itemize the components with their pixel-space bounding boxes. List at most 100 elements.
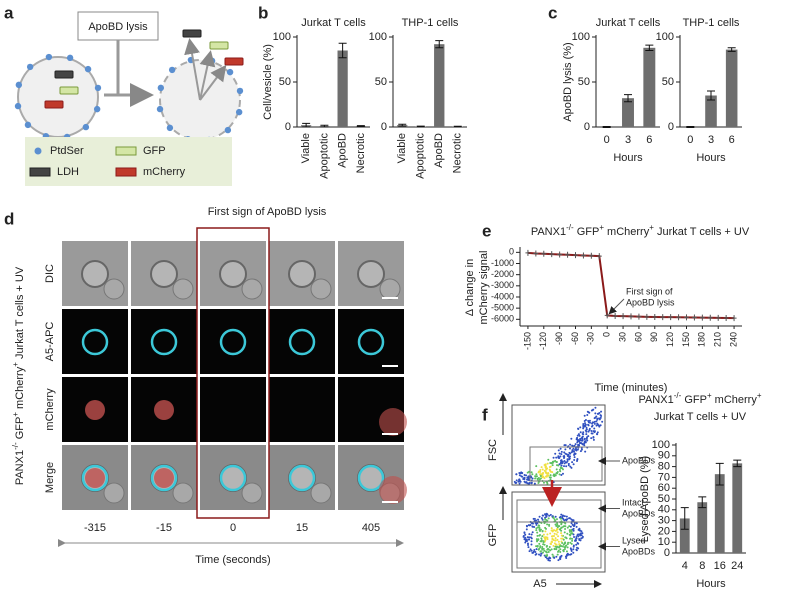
- x-tick-label: Apoptotic: [318, 133, 330, 179]
- flow-event: [556, 538, 559, 541]
- flow-event: [575, 459, 578, 462]
- y-tick-label: 50: [578, 76, 590, 88]
- flow-event: [564, 444, 567, 447]
- flow-event: [588, 419, 591, 422]
- y-axis-label: mCherry signal: [478, 251, 490, 325]
- legend-text: GFP: [143, 145, 166, 157]
- protein: [224, 57, 244, 66]
- bar: [732, 463, 743, 553]
- flow-event: [590, 430, 593, 433]
- flow-event: [598, 425, 601, 428]
- flow-event: [558, 468, 561, 471]
- flow-event: [536, 534, 539, 537]
- flow-event: [515, 479, 518, 482]
- ptdser: [82, 123, 90, 131]
- cell-image: [219, 260, 247, 288]
- flow-event: [540, 517, 543, 520]
- flow-event: [513, 480, 516, 483]
- flow-event: [555, 472, 558, 475]
- flow-event: [585, 426, 588, 429]
- protein: [59, 86, 79, 95]
- flow-event: [549, 470, 552, 473]
- annexin-ring: [357, 464, 385, 492]
- flow-event: [535, 545, 538, 548]
- y-tick-label: 10: [658, 536, 670, 548]
- flow-event: [552, 456, 555, 459]
- flow-event: [570, 542, 573, 545]
- flow-event: [571, 537, 574, 540]
- text-part: Jurkat T cells + UV: [14, 266, 26, 362]
- text-part: -/-: [11, 442, 20, 450]
- flow-event: [541, 473, 544, 476]
- panel-letter: f: [482, 405, 488, 424]
- flow-event: [546, 538, 549, 541]
- flow-event: [546, 533, 549, 536]
- flow-event: [569, 443, 572, 446]
- error-bar: [715, 462, 724, 486]
- y-tick-label: 50: [279, 76, 291, 88]
- y-tick-label: -4000: [491, 291, 514, 301]
- cell-image: [103, 278, 125, 300]
- flow-event: [588, 429, 591, 432]
- flow-event: [559, 556, 562, 559]
- ptdser: [156, 105, 164, 113]
- flow-event: [585, 437, 588, 440]
- release-arrow: [184, 38, 201, 101]
- flow-event: [542, 543, 545, 546]
- flow-event: [578, 539, 581, 542]
- flow-event: [573, 456, 576, 459]
- flow-event: [572, 525, 575, 528]
- row-label: A5-APC: [44, 322, 56, 362]
- annotation: First sign of: [626, 286, 673, 296]
- flow-event: [565, 544, 568, 547]
- annotation-arrow: [608, 298, 625, 315]
- x-tick-label: 6: [646, 134, 652, 146]
- chart-title: PANX1-/- GFP+ mCherry+: [638, 391, 761, 406]
- flow-event: [570, 466, 573, 469]
- highlight-box: [196, 227, 270, 519]
- bar: [725, 49, 738, 127]
- flow-event: [533, 548, 536, 551]
- error-bar: [338, 42, 347, 59]
- flow-event: [577, 427, 580, 430]
- flow-event: [531, 473, 534, 476]
- gate-label: ApoBDs: [622, 508, 656, 518]
- x-axis-label: Hours: [696, 152, 726, 164]
- flow-event: [547, 551, 550, 554]
- bar: [714, 474, 725, 553]
- flow-event: [596, 431, 599, 434]
- gate-label: ApoBDs: [622, 455, 656, 465]
- y-tick-label: -6000: [491, 314, 514, 324]
- flow-event: [545, 467, 548, 470]
- point-marker: [644, 313, 650, 320]
- flow-event: [553, 547, 556, 550]
- cell-image: [310, 482, 332, 504]
- point-marker: [565, 251, 571, 258]
- flow-event: [548, 466, 551, 469]
- flow-event: [555, 456, 558, 459]
- chart-title: Jurkat T cells: [596, 17, 661, 29]
- flow-event: [562, 538, 565, 541]
- text-part: PANX1: [638, 394, 673, 406]
- flow-event: [589, 421, 592, 424]
- flow-event: [563, 531, 566, 534]
- flow-event: [577, 542, 580, 545]
- y-axis-label: Δ change in: [464, 259, 476, 317]
- flow-event: [588, 411, 591, 414]
- cell-image: [379, 278, 401, 300]
- flow-event: [569, 541, 572, 544]
- bar: [697, 502, 708, 553]
- flow-event: [563, 451, 566, 454]
- row-label: DIC: [44, 264, 56, 283]
- error-bar: [686, 126, 695, 128]
- flow-event: [571, 461, 574, 464]
- flow-event: [565, 550, 568, 553]
- flow-event: [573, 523, 576, 526]
- flow-event: [554, 545, 557, 548]
- flow-event: [525, 528, 528, 531]
- flow-event: [536, 531, 539, 534]
- text-part: GFP: [574, 226, 600, 238]
- ptdser: [157, 84, 165, 92]
- flow-event: [575, 549, 578, 552]
- error-bar: [698, 496, 707, 509]
